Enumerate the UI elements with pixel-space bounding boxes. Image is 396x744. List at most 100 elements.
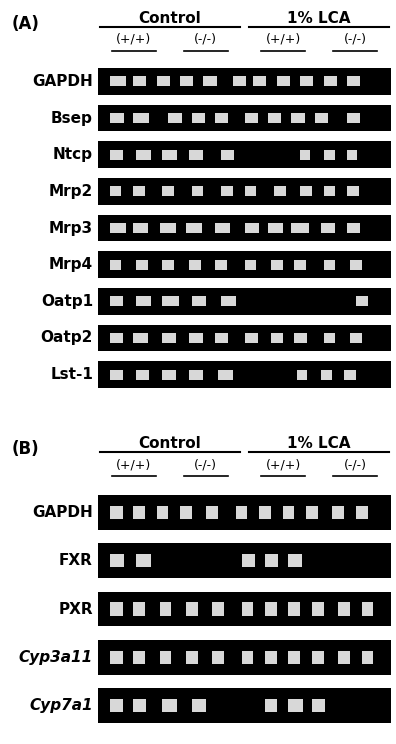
Bar (233, 77, 246, 86)
Bar (315, 113, 328, 123)
Bar (356, 296, 367, 307)
Bar (162, 296, 179, 307)
Bar (324, 333, 335, 343)
Bar (192, 186, 204, 196)
Text: PXR: PXR (58, 601, 93, 617)
Bar (98, 362, 391, 388)
Bar (98, 68, 391, 94)
Bar (186, 651, 198, 664)
Bar (242, 651, 253, 664)
Bar (162, 150, 177, 160)
Text: Cyp7a1: Cyp7a1 (29, 699, 93, 713)
Text: (+/+): (+/+) (116, 33, 152, 46)
Bar (110, 150, 123, 160)
Bar (215, 260, 227, 269)
Bar (312, 699, 325, 713)
Text: Mrp3: Mrp3 (49, 220, 93, 236)
Bar (321, 370, 332, 379)
Bar (136, 260, 148, 269)
Bar (98, 215, 391, 241)
Bar (162, 260, 174, 269)
Bar (110, 699, 123, 713)
Bar (133, 699, 147, 713)
Bar (253, 77, 267, 86)
Bar (133, 186, 145, 196)
Bar (324, 77, 337, 86)
Bar (300, 150, 310, 160)
Bar (162, 370, 176, 379)
Text: Control: Control (139, 436, 201, 451)
Bar (312, 651, 324, 664)
Bar (110, 296, 123, 307)
Bar (277, 77, 290, 86)
Text: (B): (B) (12, 440, 40, 458)
Bar (212, 651, 224, 664)
Bar (324, 150, 335, 160)
Bar (133, 223, 148, 233)
Bar (133, 603, 145, 615)
Text: Control: Control (139, 11, 201, 26)
Text: (+/+): (+/+) (266, 33, 301, 46)
Bar (221, 186, 233, 196)
Bar (215, 333, 228, 343)
Bar (291, 113, 305, 123)
Bar (218, 370, 233, 379)
Bar (186, 223, 202, 233)
Bar (110, 333, 123, 343)
Bar (350, 333, 362, 343)
Text: (-/-): (-/-) (344, 33, 367, 46)
Bar (110, 651, 123, 664)
Bar (242, 554, 255, 567)
Bar (110, 223, 126, 233)
Bar (221, 296, 236, 307)
Bar (344, 370, 356, 379)
Bar (244, 333, 258, 343)
Text: Lst-1: Lst-1 (50, 368, 93, 382)
Bar (98, 543, 391, 578)
Bar (98, 288, 391, 315)
Bar (350, 260, 362, 269)
Bar (180, 506, 192, 519)
Bar (306, 506, 318, 519)
Bar (110, 260, 122, 269)
Bar (110, 370, 123, 379)
Bar (236, 506, 248, 519)
Bar (324, 260, 335, 269)
Bar (300, 77, 313, 86)
Text: (-/-): (-/-) (194, 33, 217, 46)
Bar (347, 223, 360, 233)
Bar (265, 699, 277, 713)
Bar (110, 506, 123, 519)
Bar (133, 651, 145, 664)
Text: (+/+): (+/+) (266, 458, 301, 471)
Bar (136, 296, 151, 307)
Bar (268, 223, 283, 233)
Bar (338, 651, 350, 664)
Bar (98, 688, 391, 723)
Bar (288, 603, 300, 615)
Bar (156, 77, 170, 86)
Bar (189, 260, 200, 269)
Text: Bsep: Bsep (51, 111, 93, 126)
Bar (268, 113, 281, 123)
Bar (242, 603, 253, 615)
Bar (110, 113, 124, 123)
Bar (300, 186, 312, 196)
Bar (347, 77, 360, 86)
Bar (189, 333, 204, 343)
Bar (98, 105, 391, 131)
Bar (321, 223, 335, 233)
Bar (192, 699, 206, 713)
Bar (180, 77, 193, 86)
Bar (186, 603, 198, 615)
Bar (362, 651, 373, 664)
Bar (297, 370, 308, 379)
Bar (110, 77, 126, 86)
Bar (283, 506, 294, 519)
Bar (133, 113, 149, 123)
Bar (98, 141, 391, 168)
Text: Mrp2: Mrp2 (49, 184, 93, 199)
Bar (294, 333, 308, 343)
Bar (98, 591, 391, 626)
Bar (160, 603, 171, 615)
